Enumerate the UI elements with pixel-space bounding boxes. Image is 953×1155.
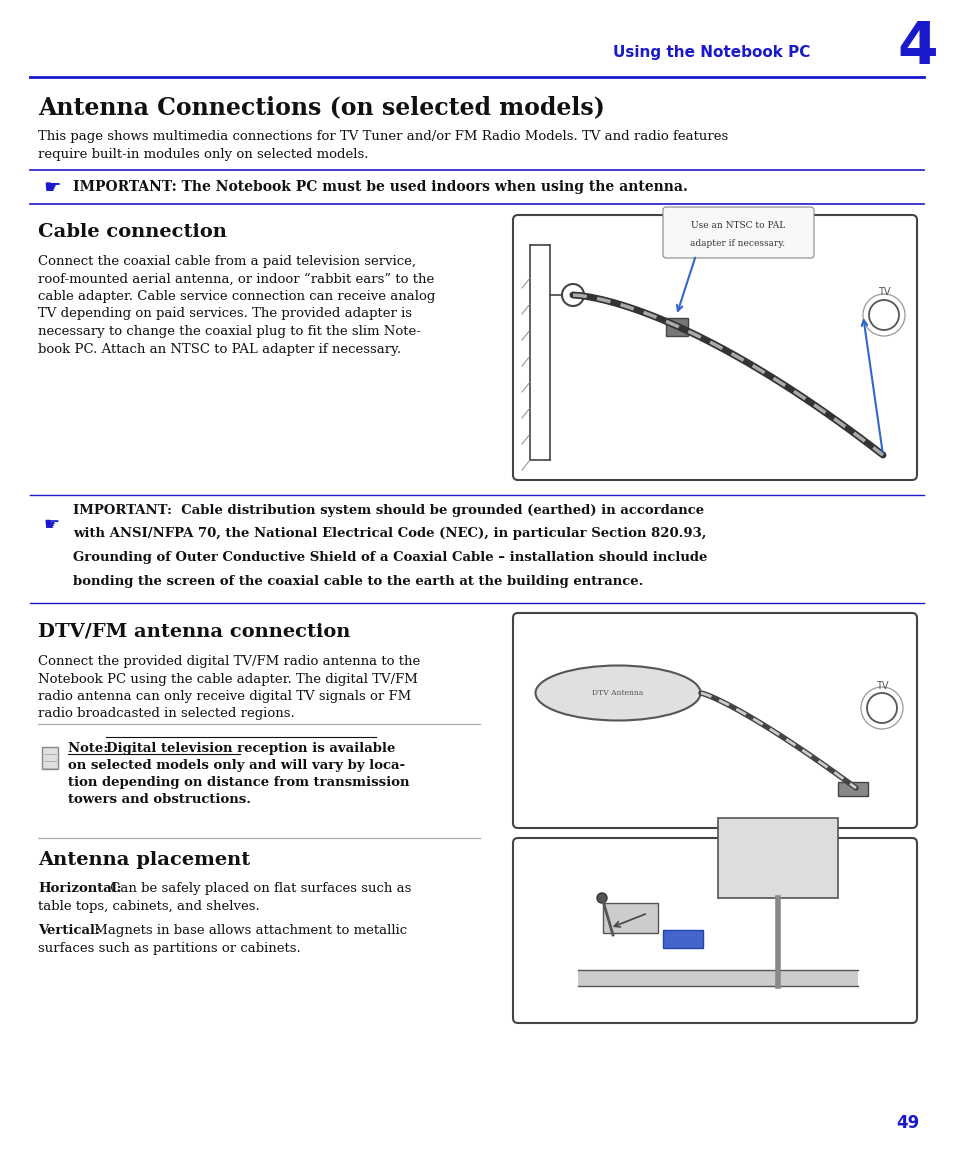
Bar [837,782,867,796]
Bar [665,318,688,336]
Text: cable adapter. Cable service connection can receive analog: cable adapter. Cable service connection … [38,290,435,303]
Text: book PC. Attach an NTSC to PAL adapter if necessary.: book PC. Attach an NTSC to PAL adapter i… [38,343,400,356]
Text: Use an NTSC to PAL: Use an NTSC to PAL [690,221,784,230]
Bar [662,930,702,948]
Bar [42,747,58,769]
Text: ☛: ☛ [43,178,61,196]
Text: towers and obstructions.: towers and obstructions. [68,793,251,806]
Text: Connect the provided digital TV/FM radio antenna to the: Connect the provided digital TV/FM radio… [38,655,420,668]
Text: radio antenna can only receive digital TV signals or FM: radio antenna can only receive digital T… [38,690,411,703]
Text: require built-in modules only on selected models.: require built-in modules only on selecte… [38,148,368,161]
Ellipse shape [535,665,700,721]
Text: Note:: Note: [68,742,112,755]
Text: table tops, cabinets, and shelves.: table tops, cabinets, and shelves. [38,900,259,912]
Bar [602,903,658,933]
Text: Can be safely placed on flat surfaces such as: Can be safely placed on flat surfaces su… [106,882,411,895]
Text: necessary to change the coaxial plug to fit the slim Note-: necessary to change the coaxial plug to … [38,325,420,338]
Text: TV: TV [875,681,887,691]
Text: bonding the screen of the coaxial cable to the earth at the building entrance.: bonding the screen of the coaxial cable … [73,574,642,588]
Text: Digital television reception is available: Digital television reception is availabl… [106,742,395,755]
Text: surfaces such as partitions or cabinets.: surfaces such as partitions or cabinets. [38,942,300,955]
Text: ☛: ☛ [44,516,60,534]
Text: Cable connection: Cable connection [38,223,227,241]
FancyBboxPatch shape [513,839,916,1023]
Text: IMPORTANT:  Cable distribution system should be grounded (earthed) in accordance: IMPORTANT: Cable distribution system sho… [73,504,703,517]
Text: roof-mounted aerial antenna, or indoor “rabbit ears” to the: roof-mounted aerial antenna, or indoor “… [38,273,434,285]
Text: Using the Notebook PC: Using the Notebook PC [612,45,809,60]
Text: radio broadcasted in selected regions.: radio broadcasted in selected regions. [38,708,294,721]
FancyBboxPatch shape [513,215,916,480]
Text: Antenna Connections (on selected models): Antenna Connections (on selected models) [38,95,604,119]
Text: on selected models only and will vary by loca-: on selected models only and will vary by… [68,759,405,772]
FancyBboxPatch shape [513,613,916,828]
Text: Magnets in base allows attachment to metallic: Magnets in base allows attachment to met… [90,924,407,937]
Text: with ANSI/NFPA 70, the National Electrical Code (NEC), in particular Section 820: with ANSI/NFPA 70, the National Electric… [73,528,705,541]
Bar [718,818,837,897]
Text: 4: 4 [897,20,938,76]
FancyBboxPatch shape [662,207,813,258]
Text: 49: 49 [896,1115,919,1132]
Text: IMPORTANT: The Notebook PC must be used indoors when using the antenna.: IMPORTANT: The Notebook PC must be used … [73,180,687,194]
Text: Connect the coaxial cable from a paid television service,: Connect the coaxial cable from a paid te… [38,255,416,268]
Text: DTV/FM antenna connection: DTV/FM antenna connection [38,623,350,641]
Text: TV depending on paid services. The provided adapter is: TV depending on paid services. The provi… [38,307,412,320]
Text: Notebook PC using the cable adapter. The digital TV/FM: Notebook PC using the cable adapter. The… [38,672,417,686]
Text: Antenna placement: Antenna placement [38,851,250,869]
Text: Horizontal:: Horizontal: [38,882,122,895]
Circle shape [597,893,606,903]
Text: DTV Antenna: DTV Antenna [592,690,643,696]
Text: This page shows multimedia connections for TV Tuner and/or FM Radio Models. TV a: This page shows multimedia connections f… [38,131,727,143]
Text: adapter if necessary.: adapter if necessary. [690,238,784,247]
Text: Grounding of Outer Conductive Shield of a Coaxial Cable – installation should in: Grounding of Outer Conductive Shield of … [73,551,706,564]
Text: tion depending on distance from transmission: tion depending on distance from transmis… [68,776,409,789]
Text: TV: TV [877,286,889,297]
Text: Vertical:: Vertical: [38,924,100,937]
